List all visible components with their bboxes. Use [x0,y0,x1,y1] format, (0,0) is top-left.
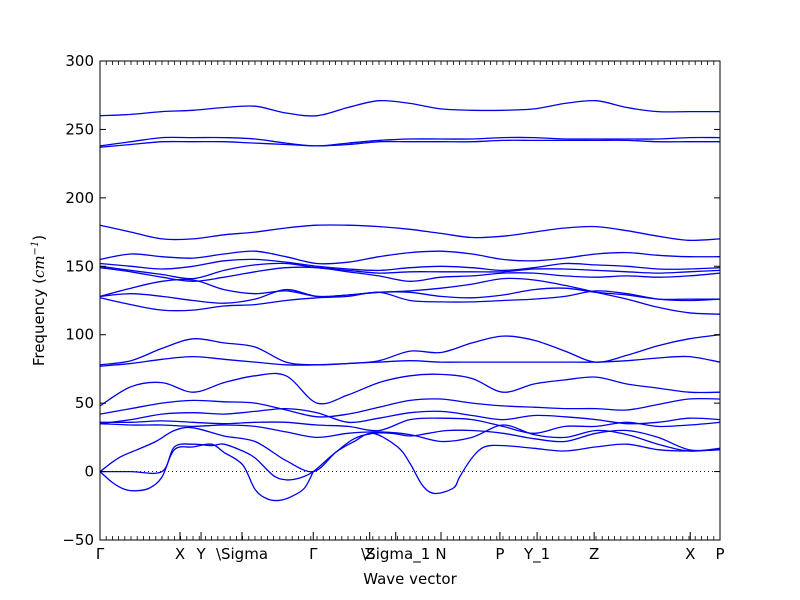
x-tick-label: Y [195,545,206,563]
x-tick-label: \Sigma_1 [361,545,430,564]
band-line-11 [99,290,721,312]
band-line-6 [99,258,721,272]
band-line-3 [99,139,720,148]
band-line-19 [99,426,721,473]
band-line-8 [99,266,721,282]
y-axis-label: Frequency (cm−1) [30,235,48,366]
band-line-1 [99,99,720,117]
y-tick-label: 150 [65,257,94,275]
y-axis-label-unit: cm [30,255,48,278]
x-axis-label: Wave vector [363,570,457,588]
phonon-bands [99,99,721,502]
band-line-21 [100,432,721,495]
x-axis-ticks: Γ X Y \Sigma Γ Z\Sigma_1 N P Y_1 Z X P [96,61,725,564]
x-tick-label: N [435,545,446,563]
band-line-13 [99,355,721,367]
band-line-20 [99,443,314,502]
x-tick-label: Γ [96,545,105,563]
y-tick-label: 250 [65,120,94,138]
x-tick-label: X [175,545,185,563]
band-line-2 [99,136,721,147]
band-line-12 [99,334,721,366]
y-axis-label-exp: −1 [30,241,41,256]
x-tick-label: Z [365,545,375,563]
x-tick-label: Γ [309,545,318,563]
y-axis-label-text: Frequency ( [30,278,48,366]
y-tick-label: 0 [84,463,94,481]
band-line-4 [99,224,721,242]
band-line-15 [99,397,721,418]
plot-frame [99,60,721,541]
x-tick-label: Y_1 [523,545,550,564]
y-axis-ticks: −50 0 50 100 150 200 250 300 [62,52,720,549]
y-axis-label-close: ) [30,235,48,241]
band-line-16 [99,407,721,425]
band-line-18 [99,423,721,452]
y-tick-label: 300 [65,52,94,70]
band-line-14 [99,372,721,407]
y-tick-label: 100 [65,326,94,344]
x-tick-label: P [495,545,504,563]
x-tick-label: Z [589,545,599,563]
y-tick-label: 50 [75,394,94,412]
band-line-5 [99,250,721,265]
band-line-10 [99,287,720,304]
band-line-17 [99,417,721,434]
x-tick-label: X [685,545,695,563]
x-tick-label: P [715,545,724,563]
band-line-9 [99,277,721,315]
y-tick-label: −50 [62,531,94,549]
y-tick-label: 200 [65,189,94,207]
x-tick-label: \Sigma [216,545,268,563]
band-line-7 [99,262,721,280]
